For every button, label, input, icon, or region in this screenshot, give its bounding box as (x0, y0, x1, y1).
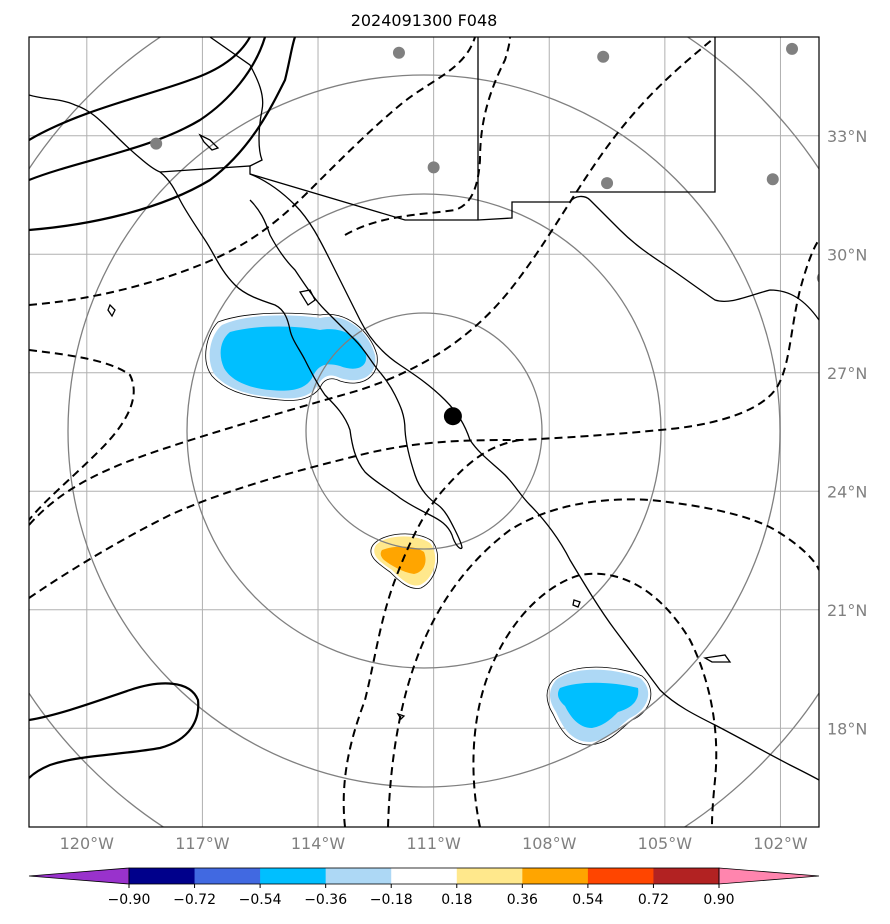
mainland-west-coast (249, 173, 819, 781)
longitude-tick-label: 102°W (753, 834, 808, 853)
california-coast (29, 94, 161, 173)
colorbar-tick-label: 0.36 (507, 892, 538, 908)
latitude-tick-label: 27°N (827, 364, 867, 383)
station-marker (786, 42, 799, 55)
colorbar-extend-low (28, 867, 130, 885)
solid-contour-4 (29, 682, 200, 779)
latitude-tick-labels: 33°N 30°N 27°N 24°N 21°N 18°N (827, 127, 867, 739)
state-border-nm-tx (570, 37, 716, 193)
dashed-contour-6 (342, 439, 521, 827)
colorbar-bin (653, 868, 720, 884)
station-marker (427, 161, 440, 174)
colorbar-outline (128, 867, 720, 885)
latitude-tick-label: 18°N (827, 719, 867, 738)
dashed-contours (29, 37, 819, 827)
colorbar-tick-label: −0.18 (370, 892, 413, 908)
coastlines-and-borders (29, 37, 819, 781)
negative-anomaly-contour-south (546, 666, 652, 746)
colorbar-tick-label: 0.90 (703, 892, 734, 908)
colorbar-bin (391, 868, 458, 884)
colorbar-bin (587, 868, 654, 884)
colorbar-tick-label: −0.90 (108, 892, 151, 908)
island-1 (198, 133, 220, 151)
figure-title: 2024091300 F048 (351, 11, 498, 30)
solid-contour-3 (29, 37, 297, 232)
island-4 (703, 654, 732, 663)
dashed-contour-4 (29, 349, 135, 521)
colorbar-tick-label: 0.72 (638, 892, 669, 908)
longitude-tick-label: 117°W (175, 834, 230, 853)
colorbar-bin (194, 868, 261, 884)
solid-contours (29, 37, 297, 779)
solid-contour-1 (29, 37, 251, 141)
state-border-ca-az (209, 37, 264, 167)
colorbar-bin (129, 868, 196, 884)
latitude-tick-label: 21°N (827, 601, 867, 620)
range-ring-6deg (186, 193, 662, 669)
negative-anomaly-core-baja (220, 326, 367, 391)
colorbar: −0.90 −0.72 −0.54 −0.36 −0.18 0.18 0.36 0.54 0.7… (28, 867, 820, 908)
map-background (29, 37, 819, 827)
colorbar-tick-label: 0.18 (441, 892, 472, 908)
island-3 (107, 303, 116, 318)
range-ring-9deg (67, 74, 781, 788)
colorbar-extend-high (718, 867, 820, 885)
dashed-contour-7 (387, 498, 819, 827)
colorbar-bin (260, 868, 327, 884)
dashed-contour-1 (29, 37, 476, 306)
station-marker (150, 137, 163, 150)
station-markers (150, 42, 819, 283)
range-ring-3deg (305, 312, 543, 550)
baja-east-coast (249, 199, 463, 549)
station-marker (601, 177, 614, 190)
negative-anomaly-core-south (557, 682, 639, 728)
solid-contour-2 (29, 37, 267, 182)
longitude-tick-label: 120°W (60, 834, 115, 853)
longitude-tick-label: 111°W (406, 834, 461, 853)
colorbar-tick-label: −0.72 (173, 892, 216, 908)
station-marker (766, 173, 779, 186)
station-marker (392, 46, 405, 59)
colorbar-tick-label: 0.54 (572, 892, 603, 908)
longitude-tick-label: 105°W (638, 834, 693, 853)
latitude-tick-label: 33°N (827, 127, 867, 146)
negative-anomaly-contour-baja (205, 312, 378, 401)
longitude-tick-labels: 120°W 117°W 114°W 111°W 108°W 105°W 102°W (60, 834, 808, 853)
dashed-contour-2 (344, 37, 511, 236)
longitude-tick-label: 114°W (291, 834, 346, 853)
longitude-tick-label: 108°W (522, 834, 577, 853)
us-mexico-border (159, 165, 819, 321)
storm-center-marker (443, 407, 462, 426)
dashed-contour-5 (29, 239, 819, 599)
range-rings (29, 37, 819, 827)
baja-west-coast (159, 171, 463, 550)
island-2 (298, 289, 316, 306)
station-marker (597, 50, 610, 63)
map-frame (28, 36, 820, 828)
colorbar-bin (456, 868, 523, 884)
positive-anomaly-contour (370, 533, 438, 589)
latitude-tick-label: 24°N (827, 482, 867, 501)
colorbar-bin (325, 868, 392, 884)
colorbar-bin (522, 868, 589, 884)
colorbar-tick-label: −0.54 (239, 892, 282, 908)
colorbar-tick-label: −0.36 (304, 892, 347, 908)
map-plot-area (29, 37, 819, 827)
latitude-tick-label: 30°N (827, 245, 867, 264)
island-5 (572, 599, 581, 608)
